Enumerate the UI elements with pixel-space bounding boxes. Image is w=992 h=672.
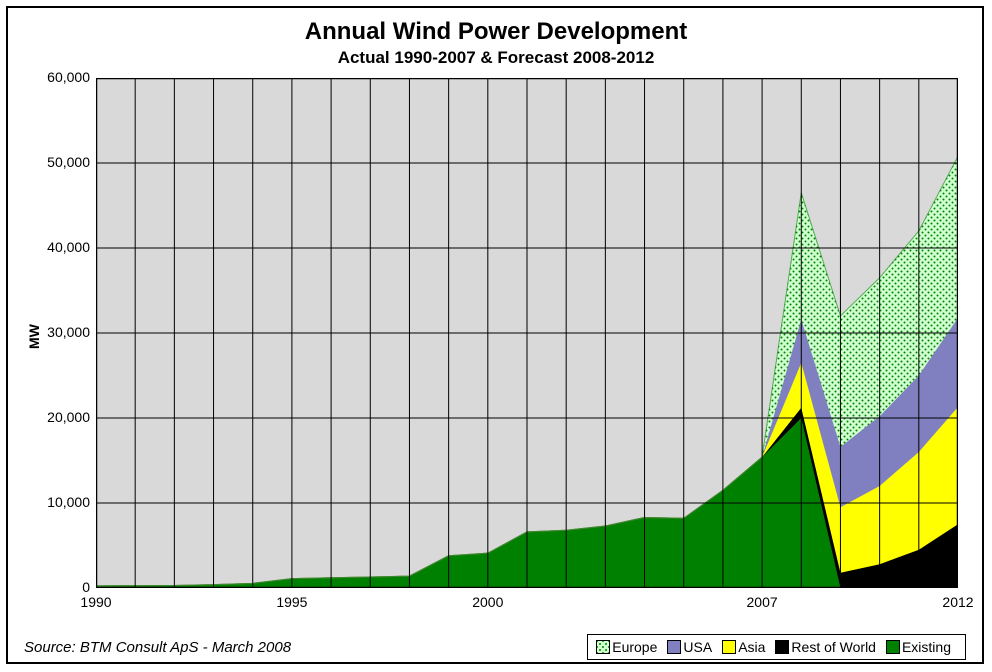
x-tick-label: 2007 <box>732 594 792 610</box>
plot-area <box>96 78 958 588</box>
legend-label-existing: Existing <box>902 639 951 655</box>
legend-swatch-europe <box>596 640 610 654</box>
y-tick-label: 0 <box>30 579 90 595</box>
y-tick-label: 20,000 <box>30 409 90 425</box>
x-tick-label: 1995 <box>262 594 322 610</box>
legend-entry-rest_of_world: Rest of World <box>775 639 876 655</box>
legend-label-europe: Europe <box>612 639 657 655</box>
legend: Europe USA Asia Rest of World Existing <box>587 634 966 660</box>
legend-entry-existing: Existing <box>886 639 951 655</box>
legend-label-asia: Asia <box>738 639 765 655</box>
y-tick-label: 10,000 <box>30 494 90 510</box>
y-tick-label: 30,000 <box>30 324 90 340</box>
y-tick-label: 50,000 <box>30 154 90 170</box>
legend-entry-usa: USA <box>667 639 712 655</box>
y-tick-label: 40,000 <box>30 239 90 255</box>
legend-entry-asia: Asia <box>722 639 765 655</box>
chart-title: Annual Wind Power Development <box>0 18 992 46</box>
source-text: Source: BTM Consult ApS - March 2008 <box>24 639 291 656</box>
legend-swatch-asia <box>722 640 736 654</box>
chart-subtitle: Actual 1990-2007 & Forecast 2008-2012 <box>0 48 992 68</box>
x-tick-label: 2000 <box>458 594 518 610</box>
y-tick-label: 60,000 <box>30 69 90 85</box>
legend-entry-europe: Europe <box>596 639 657 655</box>
x-tick-label: 2012 <box>928 594 988 610</box>
legend-swatch-usa <box>667 640 681 654</box>
legend-swatch-rest_of_world <box>775 640 789 654</box>
legend-swatch-existing <box>886 640 900 654</box>
x-tick-label: 1990 <box>66 594 126 610</box>
legend-label-usa: USA <box>683 639 712 655</box>
legend-label-rest_of_world: Rest of World <box>791 639 876 655</box>
